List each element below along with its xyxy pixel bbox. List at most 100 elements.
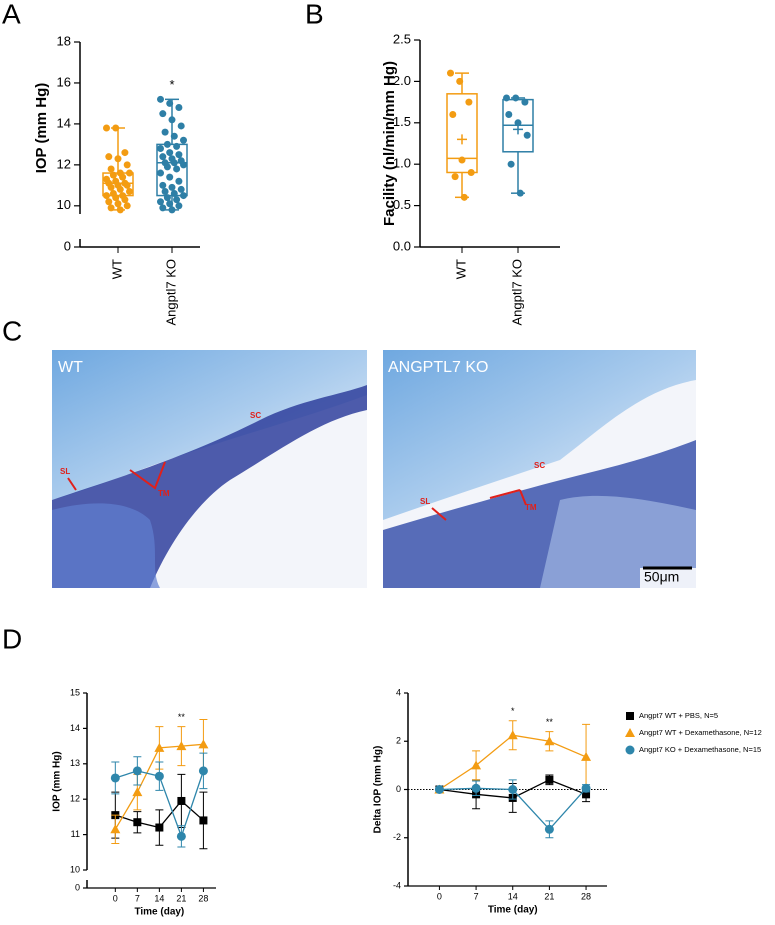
- data-point: [173, 142, 181, 150]
- y-tick-label: 0.0: [393, 238, 411, 253]
- data-point: [168, 183, 176, 191]
- data-point: [107, 183, 115, 191]
- data-point: [514, 119, 522, 127]
- data-point: [460, 193, 468, 201]
- data-point: [114, 200, 122, 208]
- data-point: [507, 160, 515, 168]
- data-point: [119, 173, 127, 181]
- data-point: [114, 155, 122, 163]
- arrow: [431, 489, 527, 521]
- data-point: [456, 77, 464, 85]
- data-point: [161, 187, 169, 195]
- data-point: [112, 124, 120, 132]
- annotation: SL: [60, 467, 70, 476]
- data-point: [512, 94, 520, 102]
- data-point: [107, 204, 115, 212]
- legend-marker: [625, 745, 635, 755]
- mean-marker: [513, 124, 523, 135]
- scale-bg: [640, 568, 696, 588]
- x-tick-label: 14: [154, 893, 164, 903]
- data-point: [163, 194, 171, 202]
- data-point: [180, 192, 187, 200]
- data-point: [103, 124, 110, 132]
- y-tick-label: -4: [393, 880, 401, 890]
- y-axis-title: Facility (nl/min/mm Hg): [381, 61, 398, 226]
- x-tick-label: 0: [113, 893, 118, 903]
- data-point: [467, 168, 475, 176]
- data-point: [123, 202, 131, 210]
- marker: [471, 783, 481, 793]
- mean-marker: [457, 134, 467, 145]
- image-label: ANGPTL7 KO: [388, 359, 488, 376]
- marker: [544, 824, 554, 834]
- annotation: TM: [525, 503, 537, 512]
- significance: **: [178, 712, 186, 722]
- data-point: [157, 169, 164, 177]
- data-point: [173, 165, 181, 173]
- data-point: [123, 161, 131, 169]
- arrow: [67, 461, 166, 491]
- data-point: [449, 111, 457, 119]
- marker: [471, 760, 482, 770]
- marker: [154, 771, 164, 781]
- y-tick-label: 12: [57, 156, 71, 171]
- marker: [132, 787, 143, 797]
- data-point: [159, 153, 167, 161]
- data-point: [157, 95, 164, 103]
- data-point: [123, 181, 131, 189]
- data-point: [465, 98, 473, 106]
- data-point: [447, 69, 454, 77]
- data-point: [175, 177, 183, 185]
- x-tick-label: 7: [135, 893, 140, 903]
- data-point: [121, 196, 129, 204]
- data-point: [157, 144, 164, 152]
- legend-label: Angpt7 WT + PBS, N=5: [639, 711, 718, 720]
- y-tick-label: 2.5: [393, 31, 411, 46]
- y-tick-label: 2.0: [393, 73, 411, 88]
- y-tick-label: -2: [393, 832, 401, 842]
- data-point: [107, 165, 115, 173]
- data-point: [157, 198, 164, 206]
- data-point: [126, 187, 133, 195]
- marker: [198, 739, 209, 749]
- x-tick-label: 14: [508, 891, 518, 901]
- micrograph: WT SC SL TM: [52, 350, 367, 588]
- data-point: [163, 140, 171, 148]
- data-point: [116, 206, 124, 214]
- x-tick-label: 21: [544, 891, 554, 901]
- legend-label: Angpt7 WT + Dexamethasone, N=12: [639, 728, 762, 737]
- data-point: [505, 111, 513, 119]
- scale-label: 50μm: [644, 569, 679, 585]
- x-tick-label: 21: [176, 893, 186, 903]
- marker: [198, 766, 208, 776]
- annotation: SL: [420, 497, 430, 506]
- marker: [507, 730, 518, 740]
- data-point: [177, 122, 185, 130]
- legend-label: Angpt7 KO + Dexamethasone, N=15: [639, 745, 761, 754]
- data-point: [458, 156, 466, 164]
- data-point: [166, 99, 174, 107]
- y-axis-title: Delta IOP (mm Hg): [373, 746, 384, 834]
- data-point: [175, 202, 183, 210]
- data-point: [170, 159, 178, 167]
- y-tick-label: 2: [396, 736, 401, 746]
- data-point: [166, 173, 174, 181]
- marker: [155, 823, 164, 832]
- data-point: [521, 98, 529, 106]
- data-point: [175, 151, 183, 159]
- data-point: [180, 136, 187, 144]
- x-tick-label: 0: [437, 891, 442, 901]
- data-point: [159, 181, 167, 189]
- legend-marker: [625, 728, 635, 737]
- y-tick-label: 1.5: [393, 114, 411, 129]
- data-point: [112, 194, 120, 202]
- data-point: [177, 185, 185, 193]
- data-point: [126, 169, 133, 177]
- legend-marker: [626, 712, 634, 720]
- marker: [110, 824, 121, 834]
- data-point: [116, 185, 124, 193]
- data-point: [121, 149, 129, 157]
- y-tick-label: 0.5: [393, 197, 411, 212]
- y-tick-label: 0: [64, 238, 71, 253]
- x-tick-label: Angptl7 KO: [163, 259, 178, 326]
